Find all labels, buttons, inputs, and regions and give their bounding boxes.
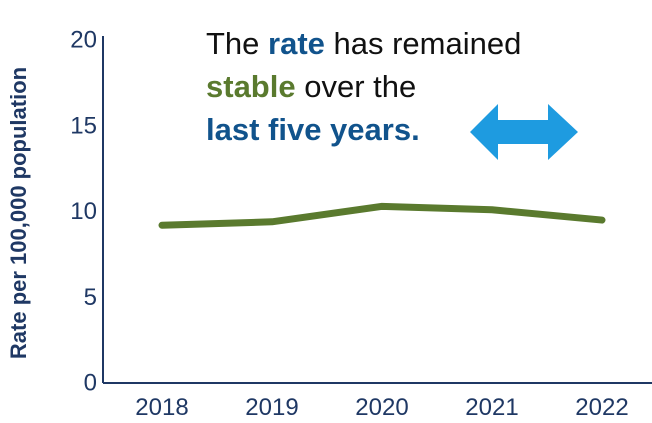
double-arrow-icon <box>470 104 578 160</box>
x-tick-label: 2019 <box>245 394 298 421</box>
annotation-line-1: The rate has remained <box>206 22 606 65</box>
annotation-keyword-rate: rate <box>268 26 325 61</box>
series-line <box>158 202 606 229</box>
x-tick-label: 2020 <box>355 394 408 421</box>
y-axis-label-container: Rate per 100,000 population <box>4 10 34 415</box>
y-axis-label: Rate per 100,000 population <box>6 66 31 359</box>
x-tick-label: 2018 <box>135 394 188 421</box>
annotation-line-2: stable over the <box>206 65 606 108</box>
annotation-text: The <box>206 26 269 61</box>
y-tick-label: 10 <box>70 198 97 225</box>
y-tick-label: 20 <box>70 27 97 54</box>
annotation-keyword-last-five-years: last five years. <box>206 112 420 147</box>
annotation-text: has remained <box>324 26 522 61</box>
annotation-text: over the <box>295 69 417 104</box>
annotation-keyword-stable: stable <box>206 69 296 104</box>
y-tick-label: 15 <box>70 112 97 139</box>
x-tick-label: 2022 <box>575 394 628 421</box>
y-tick-label: 5 <box>84 284 97 311</box>
annotation-line-3: last five years. <box>206 108 606 151</box>
chart-annotation: The rate has remained stable over the la… <box>206 22 606 151</box>
y-tick-label: 0 <box>84 370 97 397</box>
x-tick-label: 2021 <box>465 394 518 421</box>
